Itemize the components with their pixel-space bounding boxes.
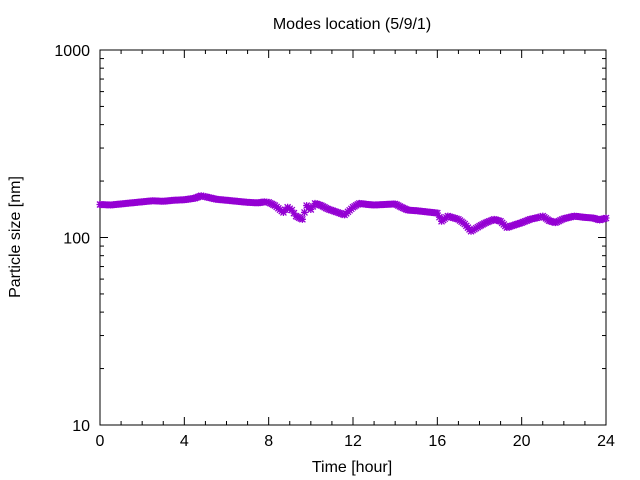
data-point (521, 217, 529, 225)
y-axis-label: Particle size [nm] (7, 176, 24, 298)
data-point (518, 219, 526, 227)
data-point (484, 218, 492, 226)
data-point (298, 215, 306, 223)
plot-frame (99, 49, 607, 426)
data-point (485, 217, 493, 225)
data-point (602, 214, 610, 222)
x-tick-label: 12 (344, 433, 362, 450)
x-tick-label: 4 (180, 433, 189, 450)
y-tick-label: 1000 (54, 43, 90, 60)
x-tick-label: 0 (96, 433, 105, 450)
x-axis-label: Time [hour] (312, 459, 392, 476)
data-point (524, 216, 532, 224)
chart-title: Modes location (5/9/1) (273, 16, 431, 33)
data-point (301, 208, 309, 216)
data-point (482, 219, 490, 227)
axis-ticks (99, 49, 607, 426)
y-tick-label: 100 (63, 231, 90, 248)
x-tick-label: 24 (597, 433, 615, 450)
x-tick-label: 16 (428, 433, 446, 450)
x-tick-label: 8 (264, 433, 273, 450)
data-point (487, 217, 495, 225)
data-point (309, 202, 317, 210)
data-point (433, 209, 441, 217)
data-point (523, 217, 531, 225)
data-points (96, 192, 610, 235)
data-point (519, 218, 527, 226)
tick-labels: 0 4 8 12 16 20 24 10 100 1000 (54, 43, 615, 450)
y-tick-label: 10 (72, 418, 90, 435)
data-point (435, 213, 443, 221)
data-point (307, 206, 315, 214)
x-tick-label: 20 (513, 433, 531, 450)
